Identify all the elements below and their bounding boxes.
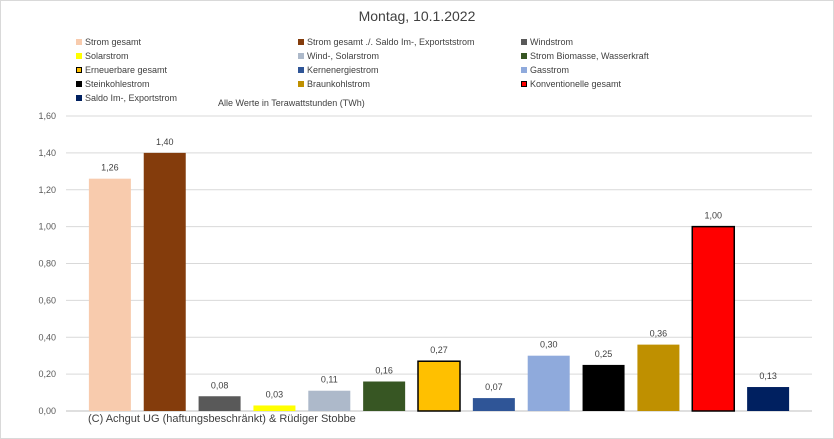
- legend-item: Solarstrom: [76, 51, 129, 61]
- legend-item: Konventionelle gesamt: [521, 79, 621, 89]
- bar: [143, 152, 186, 411]
- data-label: 0,11: [321, 375, 338, 385]
- legend-label: Saldo Im-, Exportstrom: [85, 93, 178, 103]
- legend-swatch: [298, 81, 304, 87]
- legend-item: Erneuerbare gesamt: [76, 65, 167, 75]
- legend-swatch: [76, 67, 82, 73]
- legend-swatch: [76, 39, 82, 45]
- bar: [308, 390, 351, 411]
- legend-swatch: [298, 53, 304, 59]
- legend-item: Strom Biomasse, Wasserkraft: [521, 51, 649, 61]
- y-tick-label: 0,20: [38, 369, 56, 379]
- legend-swatch: [521, 53, 527, 59]
- legend-label: Braunkohlstrom: [307, 79, 371, 89]
- legend-label: Erneuerbare gesamt: [85, 65, 168, 75]
- bar: [527, 355, 570, 411]
- legend-swatch: [76, 81, 82, 87]
- y-tick-label: 1,00: [38, 222, 56, 232]
- legend-label: Strom gesamt ./. Saldo Im-, Exportststro…: [307, 37, 475, 47]
- legend-label: Steinkohlestrom: [85, 79, 150, 89]
- legend-label: Solarstrom: [85, 51, 129, 61]
- bar: [253, 405, 296, 411]
- data-label: 0,03: [266, 389, 284, 399]
- y-tick-label: 0,40: [38, 332, 56, 342]
- legend-swatch: [298, 67, 304, 73]
- legend-item: Windstrom: [521, 37, 573, 47]
- data-label: 0,25: [595, 349, 613, 359]
- legend-item: Gasstrom: [521, 65, 569, 75]
- legend-label: Strom gesamt: [85, 37, 142, 47]
- data-label: 0,08: [211, 380, 229, 390]
- legend-item: Steinkohlestrom: [76, 79, 150, 89]
- bar: [637, 344, 680, 411]
- legend-swatch: [76, 53, 82, 59]
- data-label: 1,40: [156, 137, 174, 147]
- bar: [363, 381, 406, 411]
- data-label: 0,07: [485, 382, 503, 392]
- legend-label: Gasstrom: [530, 65, 570, 75]
- legend-swatch: [76, 95, 82, 101]
- chart-title: Montag, 10.1.2022: [358, 8, 476, 24]
- data-label: 1,00: [704, 211, 722, 221]
- legend-item: Wind-, Solarstrom: [298, 51, 379, 61]
- legend-item: Strom gesamt: [76, 37, 141, 47]
- legend-label: Strom Biomasse, Wasserkraft: [530, 51, 649, 61]
- legend-label: Kernenergiestrom: [307, 65, 379, 75]
- data-label: 0,36: [650, 329, 668, 339]
- bar: [691, 225, 736, 412]
- data-label: 0,27: [430, 345, 448, 355]
- y-tick-label: 0,00: [38, 406, 56, 416]
- legend-item: Kernenergiestrom: [298, 65, 379, 75]
- legend-swatch: [521, 67, 527, 73]
- legend-label: Windstrom: [530, 37, 574, 47]
- copyright-note: (C) Achgut UG (haftungsbeschränkt) & Rüd…: [88, 413, 356, 425]
- legend-swatch: [521, 39, 527, 45]
- bar: [582, 364, 625, 411]
- legend-item: Saldo Im-, Exportstrom: [76, 93, 177, 103]
- bar: [417, 360, 461, 412]
- data-label: 0,16: [375, 366, 393, 376]
- legend-item: Braunkohlstrom: [298, 79, 370, 89]
- y-tick-label: 1,20: [38, 185, 56, 195]
- legend-label: Wind-, Solarstrom: [307, 51, 380, 61]
- bar: [198, 396, 241, 411]
- y-tick-label: 0,80: [38, 259, 56, 269]
- legend-label: Konventionelle gesamt: [530, 79, 622, 89]
- units-note: Alle Werte in Terawattstunden (TWh): [218, 98, 365, 108]
- legend-swatch: [521, 81, 527, 87]
- y-tick-label: 1,60: [38, 111, 56, 121]
- y-tick-label: 1,40: [38, 148, 56, 158]
- legend-swatch: [298, 39, 304, 45]
- legend-item: Strom gesamt ./. Saldo Im-, Exportststro…: [298, 37, 475, 47]
- y-tick-label: 0,60: [38, 295, 56, 305]
- bar: [472, 398, 515, 411]
- bar: [88, 178, 131, 411]
- bar: [747, 387, 790, 411]
- data-label: 1,26: [101, 163, 119, 173]
- data-label: 0,13: [759, 371, 777, 381]
- data-label: 0,30: [540, 340, 558, 350]
